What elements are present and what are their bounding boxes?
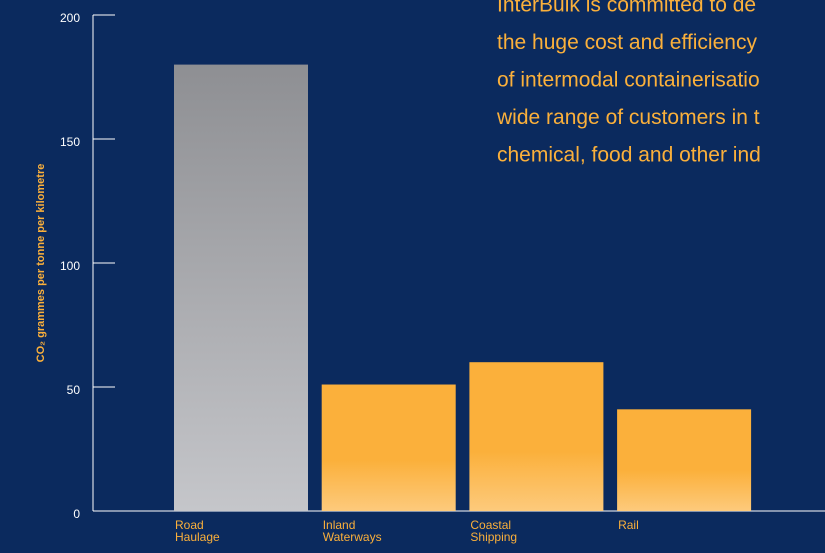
bar (469, 362, 604, 511)
y-axis-label: CO₂ grammes per tonne per kilometre (35, 164, 47, 363)
annotation-line: wide range of customers in t (496, 106, 760, 129)
y-tick-label: 0 (73, 507, 80, 521)
x-tick-label-line: Haulage (175, 530, 220, 544)
y-tick-label: 200 (60, 11, 80, 25)
y-tick-label: 100 (60, 259, 80, 273)
annotation-line: of intermodal containerisatio (497, 69, 760, 92)
x-tick-label: Road Haulage (175, 518, 220, 544)
bar (174, 64, 308, 511)
y-tick-label: 50 (67, 383, 81, 397)
bar (617, 409, 752, 511)
y-tick-label: 150 (60, 135, 80, 149)
x-tick-label: Coastal Shipping (470, 518, 517, 544)
x-tick-label: Inland Waterways (323, 518, 382, 544)
x-tick-label: Rail (618, 518, 639, 532)
x-tick-label-line: Coastal (470, 518, 511, 532)
x-tick-label-line: Inland (323, 518, 356, 532)
x-tick-label-line: Shipping (470, 530, 517, 544)
x-tick-label-line: Rail (618, 518, 639, 532)
annotation-line: chemical, food and other ind (497, 144, 761, 167)
bar (321, 384, 456, 511)
annotation-line: the huge cost and efficiency (497, 31, 757, 54)
x-tick-label-line: Waterways (323, 530, 382, 544)
x-tick-label-line: Road (175, 518, 204, 532)
annotation-line: InterBulk is committed to de (497, 0, 756, 17)
